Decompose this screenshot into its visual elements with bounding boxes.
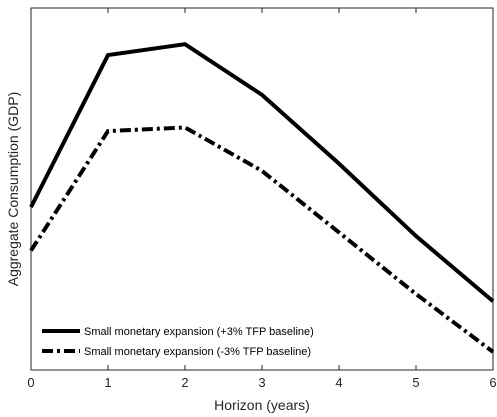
legend: Small monetary expansion (+3% TFP baseli… <box>35 317 363 361</box>
y-axis-label: Aggregate Consumption (GDP) <box>5 92 21 287</box>
x-tick-label: 4 <box>335 375 342 390</box>
legend-label-series-2: Small monetary expansion (-3% TFP baseli… <box>84 346 311 358</box>
x-tick-label: 6 <box>489 375 496 390</box>
x-axis-ticks: 0 1 2 3 4 5 6 <box>27 8 497 390</box>
legend-label-series-1: Small monetary expansion (+3% TFP baseli… <box>84 326 314 338</box>
series-line-2 <box>29 125 495 354</box>
x-tick-label: 5 <box>412 375 419 390</box>
x-tick-label: 1 <box>104 375 111 390</box>
x-tick-label: 2 <box>181 375 188 390</box>
x-axis-label: Horizon (years) <box>214 397 310 413</box>
plot-frame <box>30 7 494 371</box>
x-tick-label: 0 <box>27 375 34 390</box>
legend-box <box>35 317 363 361</box>
series-layer <box>29 42 495 354</box>
series-line-1 <box>29 42 495 303</box>
x-tick-label: 3 <box>258 375 265 390</box>
